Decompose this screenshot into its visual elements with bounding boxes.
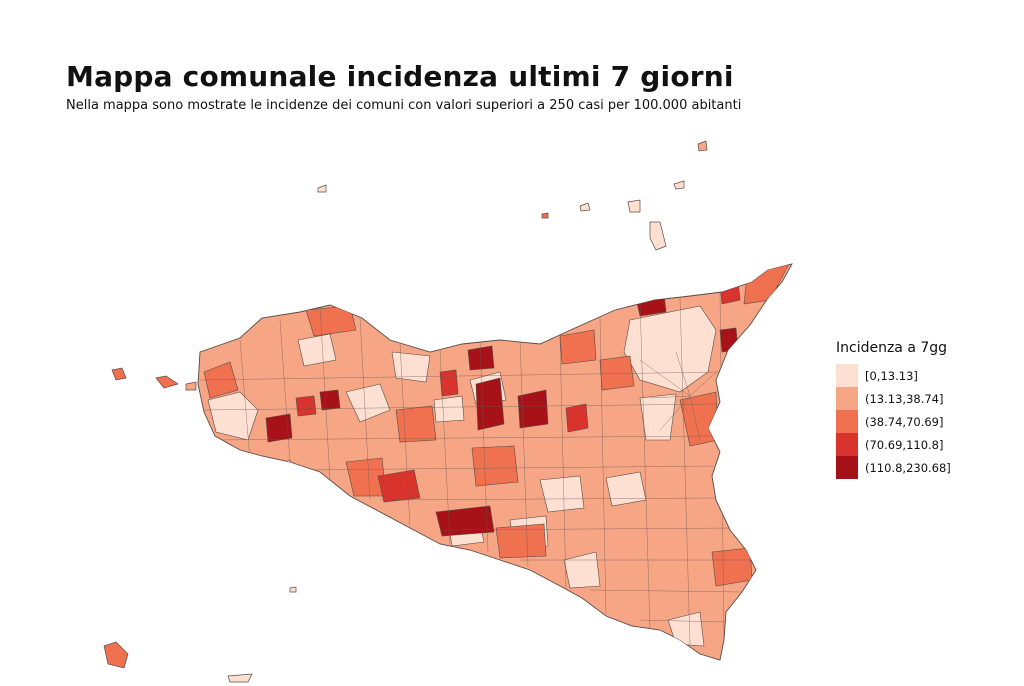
municipality-region (439, 369, 459, 397)
island-lampedusa (227, 673, 253, 683)
legend-title: Incidenza a 7gg (836, 340, 948, 356)
island-egadi (111, 367, 127, 381)
legend-swatch (836, 387, 858, 410)
municipality-region (539, 475, 585, 513)
island-ustica (317, 184, 327, 193)
island-aeolian (579, 202, 591, 212)
municipality-region (563, 551, 601, 589)
island-aeolian (541, 212, 549, 219)
legend-item: (70.69,110.8] (836, 433, 951, 456)
map-title: Mappa comunale incidenza ultimi 7 giorni (66, 60, 734, 93)
municipality-region (495, 523, 547, 559)
municipality-region (517, 389, 549, 429)
municipality-region (263, 459, 297, 487)
municipality-region (475, 377, 505, 431)
island-linosa (289, 586, 297, 593)
municipality-region (559, 329, 597, 365)
municipality-region (471, 445, 519, 487)
municipality-region (295, 395, 317, 417)
legend-item: (38.74,70.69] (836, 410, 951, 433)
legend-label: (13.13,38.74] (865, 391, 944, 406)
municipality-region (639, 393, 677, 441)
island-egadi (185, 381, 197, 391)
legend-item: (110.8,230.68] (836, 456, 951, 479)
island-aeolian (673, 180, 685, 190)
municipality-region (265, 413, 293, 443)
island-pantelleria (103, 641, 129, 669)
municipality-region (377, 469, 421, 503)
legend-item: [0,13.13] (836, 364, 951, 387)
municipality-region (433, 395, 465, 423)
legend-label: (110.8,230.68] (865, 460, 951, 475)
legend-label: [0,13.13] (865, 368, 918, 383)
municipality-region (345, 383, 391, 423)
island-aeolian (649, 221, 667, 251)
municipality-region (605, 471, 647, 507)
legend-item: (13.13,38.74] (836, 387, 951, 410)
municipality-region (743, 264, 791, 305)
municipality-region (297, 333, 337, 367)
island-egadi (155, 375, 179, 389)
island-aeolian (697, 140, 708, 152)
legend-swatch (836, 410, 858, 433)
legend-swatch (836, 433, 858, 456)
municipality-region (565, 403, 589, 433)
municipality-region (319, 389, 341, 411)
municipality-region (599, 355, 635, 391)
island-aeolian (627, 199, 641, 213)
map-subtitle: Nella mappa sono mostrate le incidenze d… (66, 98, 742, 113)
municipality-region (305, 305, 357, 337)
legend-swatch (836, 456, 858, 479)
legend-label: (70.69,110.8] (865, 437, 944, 452)
municipality-region (711, 547, 753, 587)
municipality-region (435, 505, 495, 537)
legend-swatch (836, 364, 858, 387)
municipality-region (719, 327, 739, 353)
municipality-regions (199, 264, 791, 647)
legend-label: (38.74,70.69] (865, 414, 944, 429)
municipality-region (719, 279, 741, 305)
municipality-region (395, 405, 437, 443)
map-legend: Incidenza a 7gg [0,13.13] (13.13,38.74] … (836, 340, 951, 479)
municipality-region (203, 361, 239, 399)
municipality-region (467, 345, 495, 371)
municipality-region (391, 351, 431, 383)
